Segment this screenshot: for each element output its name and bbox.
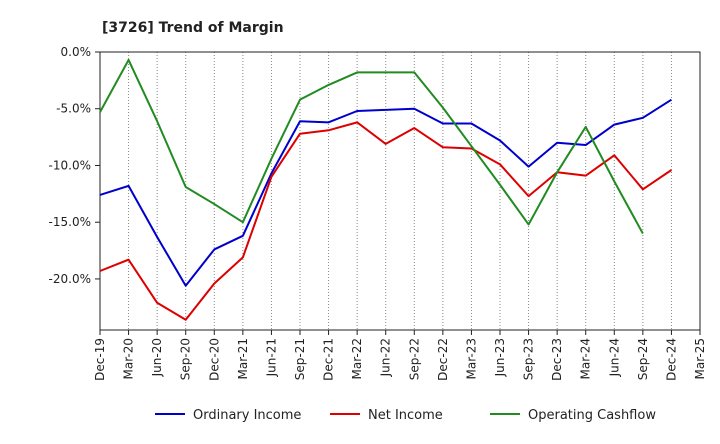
x-tick-label: Mar-21 <box>236 338 250 379</box>
series-line-operating-cashflow <box>99 58 644 235</box>
x-axis-ticks: Dec-19 Mar-20 Jun-20 Sep-20 Dec-20 Mar-21 Jun-… <box>93 330 707 381</box>
series-layer <box>99 58 672 321</box>
x-tick-label: Jun-24 <box>607 338 621 377</box>
y-tick-label: -10.0% <box>49 158 91 172</box>
x-tick-label: Jun-22 <box>379 338 393 377</box>
plot-area-frame <box>99 51 701 331</box>
grid-layer <box>128 52 672 330</box>
x-tick-label: Dec-24 <box>664 338 678 381</box>
series-line-ordinary-income <box>99 98 672 287</box>
legend-label-net-income: Net Income <box>368 408 443 423</box>
x-tick-label: Dec-19 <box>93 338 107 381</box>
x-tick-label: Sep-24 <box>636 338 650 380</box>
x-tick-label: Sep-20 <box>179 338 193 380</box>
x-tick-label: Dec-21 <box>322 338 336 381</box>
y-tick-label: -15.0% <box>49 215 91 229</box>
y-tick-label: -5.0% <box>56 102 91 116</box>
x-tick-label: Mar-23 <box>464 338 478 379</box>
x-tick-label: Mar-20 <box>122 338 136 379</box>
x-tick-label: Sep-22 <box>407 338 421 380</box>
y-tick-label: 0.0% <box>61 45 92 59</box>
series-line-net-income <box>99 121 672 321</box>
x-tick-label: Jun-20 <box>150 338 164 377</box>
x-tick-label: Mar-25 <box>693 338 707 379</box>
x-tick-label: Mar-24 <box>579 338 593 379</box>
y-axis-ticks: 0.0% -5.0% -10.0% -15.0% -20.0% <box>49 45 100 286</box>
x-tick-label: Sep-23 <box>522 338 536 380</box>
chart-title: [3726] Trend of Margin <box>102 20 284 36</box>
x-tick-label: Mar-22 <box>350 338 364 379</box>
y-tick-label: -20.0% <box>49 272 91 286</box>
x-tick-label: Jun-21 <box>264 338 278 377</box>
legend: Ordinary Income Net Income Operating Cashf… <box>155 408 656 423</box>
legend-label-ordinary-income: Ordinary Income <box>193 408 301 423</box>
legend-label-operating-cashflow: Operating Cashflow <box>528 408 656 423</box>
x-tick-label: Dec-20 <box>207 338 221 381</box>
x-tick-label: Sep-21 <box>293 338 307 380</box>
x-tick-label: Dec-22 <box>436 338 450 381</box>
x-tick-label: Dec-23 <box>550 338 564 381</box>
x-tick-label: Jun-23 <box>493 338 507 377</box>
